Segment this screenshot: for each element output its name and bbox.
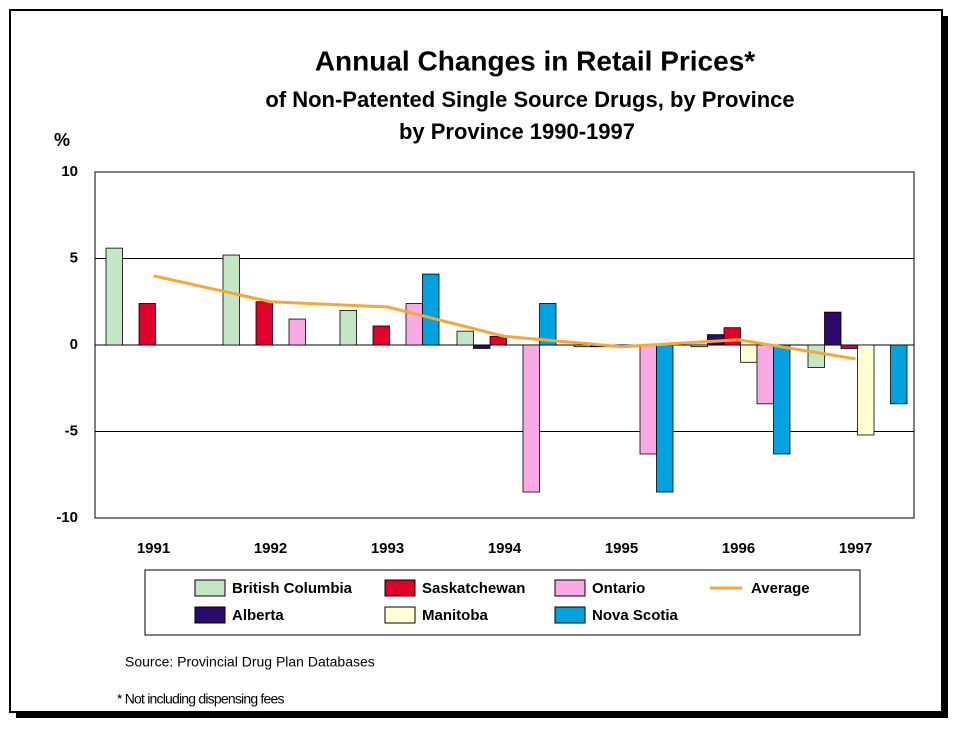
legend-label: British Columbia bbox=[232, 580, 353, 597]
x-tick-label: 1996 bbox=[722, 540, 755, 557]
bar bbox=[522, 344, 540, 493]
legend-swatch bbox=[384, 579, 416, 597]
bar bbox=[138, 303, 156, 346]
x-tick-label: 1991 bbox=[137, 540, 170, 557]
bar bbox=[807, 344, 825, 368]
bar bbox=[422, 273, 440, 346]
bar bbox=[105, 247, 123, 346]
bar bbox=[539, 303, 557, 346]
legend-label: Manitoba bbox=[422, 607, 488, 624]
bar bbox=[288, 318, 306, 346]
line bbox=[153, 274, 856, 361]
y-tick-label: -10 bbox=[56, 509, 78, 526]
footnote: * Not including dispensing fees bbox=[117, 691, 284, 707]
source: Source: Provincial Drug Plan Databases bbox=[125, 654, 375, 670]
legend-label: Saskatchewan bbox=[422, 580, 525, 597]
bar bbox=[824, 311, 842, 346]
chart-subtitle: of Non-Patented Single Source Drugs, by … bbox=[265, 87, 794, 112]
y-tick-label: 0 bbox=[70, 336, 78, 353]
x-tick-label: 1997 bbox=[839, 540, 872, 557]
bar bbox=[656, 344, 674, 493]
y-tick-label: 10 bbox=[61, 163, 78, 180]
bar bbox=[405, 303, 423, 346]
bar bbox=[639, 344, 657, 455]
chart-subtitle: by Province 1990-1997 bbox=[399, 119, 635, 144]
legend-swatch bbox=[194, 606, 226, 624]
bar bbox=[773, 344, 791, 455]
legend-swatch bbox=[554, 606, 586, 624]
legend-label: Average bbox=[751, 580, 810, 597]
legend-swatch bbox=[554, 579, 586, 597]
bar bbox=[339, 309, 357, 346]
x-tick-label: 1993 bbox=[371, 540, 404, 557]
bar bbox=[857, 344, 875, 436]
bar bbox=[756, 344, 774, 405]
bar bbox=[723, 327, 741, 346]
bar bbox=[473, 344, 491, 349]
legend bbox=[144, 569, 861, 636]
y-tick-label: -5 bbox=[65, 422, 78, 439]
legend-label: Nova Scotia bbox=[592, 607, 679, 624]
y-axis-label: % bbox=[54, 130, 70, 150]
legend-swatch bbox=[194, 579, 226, 597]
bar bbox=[690, 344, 708, 348]
legend-swatch bbox=[384, 606, 416, 624]
bar bbox=[456, 330, 474, 346]
x-tick-label: 1994 bbox=[488, 540, 522, 557]
x-tick-label: 1992 bbox=[254, 540, 287, 557]
chart-title: Annual Changes in Retail Prices* bbox=[315, 45, 755, 76]
legend-label: Alberta bbox=[232, 607, 284, 624]
bar bbox=[740, 344, 758, 363]
bar bbox=[222, 254, 240, 346]
bar bbox=[372, 325, 390, 346]
x-tick-label: 1995 bbox=[605, 540, 638, 557]
bar bbox=[840, 344, 858, 349]
bar bbox=[890, 344, 908, 405]
bar bbox=[489, 335, 507, 346]
y-tick-label: 5 bbox=[70, 249, 78, 266]
legend-label: Ontario bbox=[592, 580, 645, 597]
bar bbox=[255, 301, 273, 346]
